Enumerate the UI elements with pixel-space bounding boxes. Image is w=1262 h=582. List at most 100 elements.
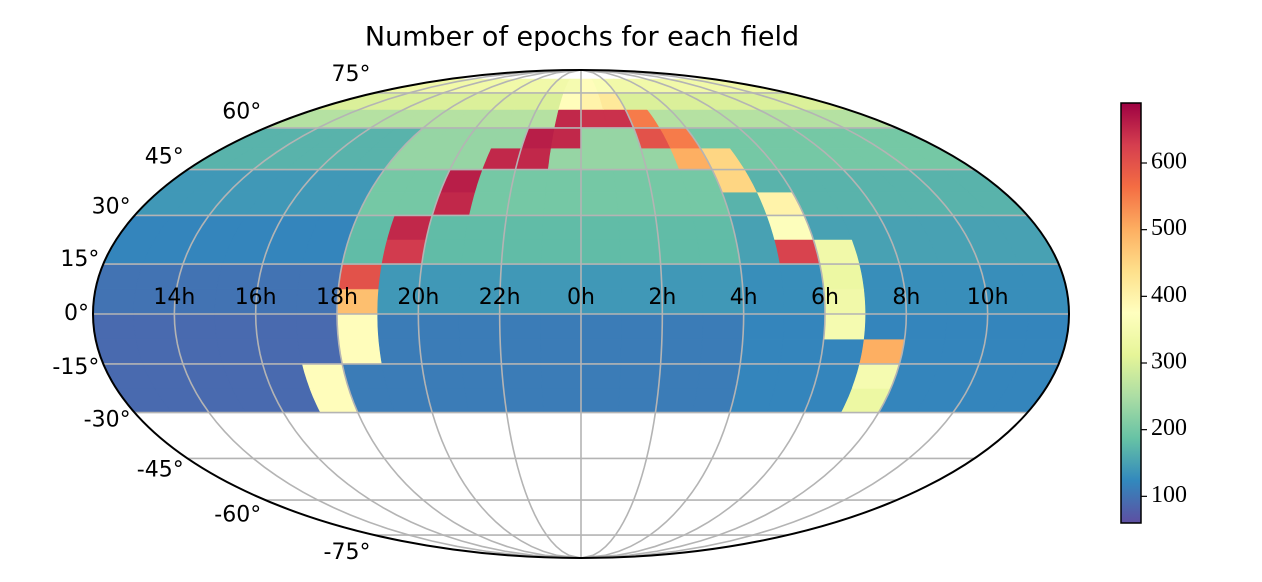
x-tick-label: 16h (235, 285, 277, 310)
cell (739, 338, 784, 365)
cell (580, 313, 623, 340)
cell (216, 338, 263, 365)
cell (540, 338, 582, 365)
cell (580, 169, 617, 193)
cell (461, 363, 504, 389)
colorbar-tick-label: 200 (1151, 415, 1187, 441)
cell (381, 363, 427, 389)
cell (819, 338, 865, 365)
cell (823, 313, 867, 340)
cell (658, 239, 701, 265)
cell (302, 363, 350, 389)
cell (503, 215, 545, 240)
cell (692, 388, 737, 413)
y-tick-label: 60° (222, 100, 261, 125)
map-outline (92, 69, 1070, 559)
cell (580, 239, 622, 265)
grid-line (582, 70, 908, 558)
x-tick-label: 20h (397, 285, 439, 310)
cell (421, 363, 466, 389)
colorbar-tick-label: 300 (1151, 349, 1187, 375)
x-tick-label: 14h (153, 285, 195, 310)
cell (173, 313, 218, 340)
cell (133, 313, 177, 340)
y-tick-label: -45° (137, 457, 184, 482)
cell (774, 239, 821, 265)
labels: -75° -60° -45°-30° -15° 0° 15° 30° 45° 60° 75° 14h… (52, 62, 1008, 565)
cell (735, 239, 781, 265)
cell (774, 363, 821, 389)
y-tick-label: -15° (52, 355, 99, 380)
cell (336, 313, 380, 340)
cell (297, 338, 343, 365)
cell (580, 338, 622, 365)
cell (580, 127, 612, 149)
cell (580, 191, 619, 216)
cell (619, 363, 661, 389)
cell (812, 363, 860, 389)
cell (742, 313, 785, 340)
cell (469, 191, 511, 216)
cell (779, 338, 825, 365)
cell (377, 313, 420, 340)
cell (938, 338, 986, 365)
cell (729, 388, 775, 413)
colorbar-tick-label: 600 (1151, 149, 1187, 175)
grid-line (254, 70, 580, 558)
cell (135, 338, 184, 365)
cell (696, 239, 741, 265)
grid-line (581, 70, 664, 558)
cell (499, 338, 542, 365)
cell (93, 313, 137, 340)
cell (425, 215, 470, 240)
cell (550, 127, 582, 149)
cell (540, 363, 582, 389)
cell (501, 363, 543, 389)
cell (619, 239, 661, 265)
cell (461, 239, 504, 265)
cell (506, 191, 547, 216)
colorbar-fill (1120, 102, 1142, 524)
cell (978, 338, 1027, 365)
cell (620, 338, 663, 365)
y-tick-label: -30° (84, 408, 131, 433)
cell (503, 388, 545, 413)
x-tick-label: 6h (811, 285, 839, 310)
cell (459, 338, 502, 365)
cell (661, 313, 704, 340)
cell (692, 215, 737, 240)
colorbar-tick-label: 400 (1151, 282, 1187, 308)
grid-line (581, 70, 826, 558)
grid-line (498, 70, 581, 558)
cell (341, 239, 388, 265)
cell (547, 147, 582, 170)
cell (985, 313, 1029, 340)
cell (387, 388, 433, 413)
cell (899, 338, 946, 365)
cell (93, 288, 137, 315)
y-tick-label: 45° (145, 145, 184, 170)
cell (425, 388, 470, 413)
cell (580, 388, 621, 413)
cell (621, 313, 663, 340)
cell (735, 363, 781, 389)
cell (464, 215, 507, 240)
x-tick-label: 2h (648, 285, 676, 310)
cell (812, 239, 860, 265)
cell (617, 215, 659, 240)
cell (458, 313, 501, 340)
y-tick-label: -75° (324, 540, 371, 565)
cell (613, 169, 652, 193)
grid-line (417, 70, 581, 558)
y-tick-label: -60° (214, 502, 261, 527)
cell (702, 313, 745, 340)
cell (859, 338, 905, 365)
cell (1025, 288, 1069, 315)
x-tick-label: 0h (567, 285, 595, 310)
cell (341, 363, 388, 389)
cell (378, 338, 423, 365)
cell (381, 239, 427, 265)
cell (863, 313, 907, 340)
cell (499, 313, 541, 340)
